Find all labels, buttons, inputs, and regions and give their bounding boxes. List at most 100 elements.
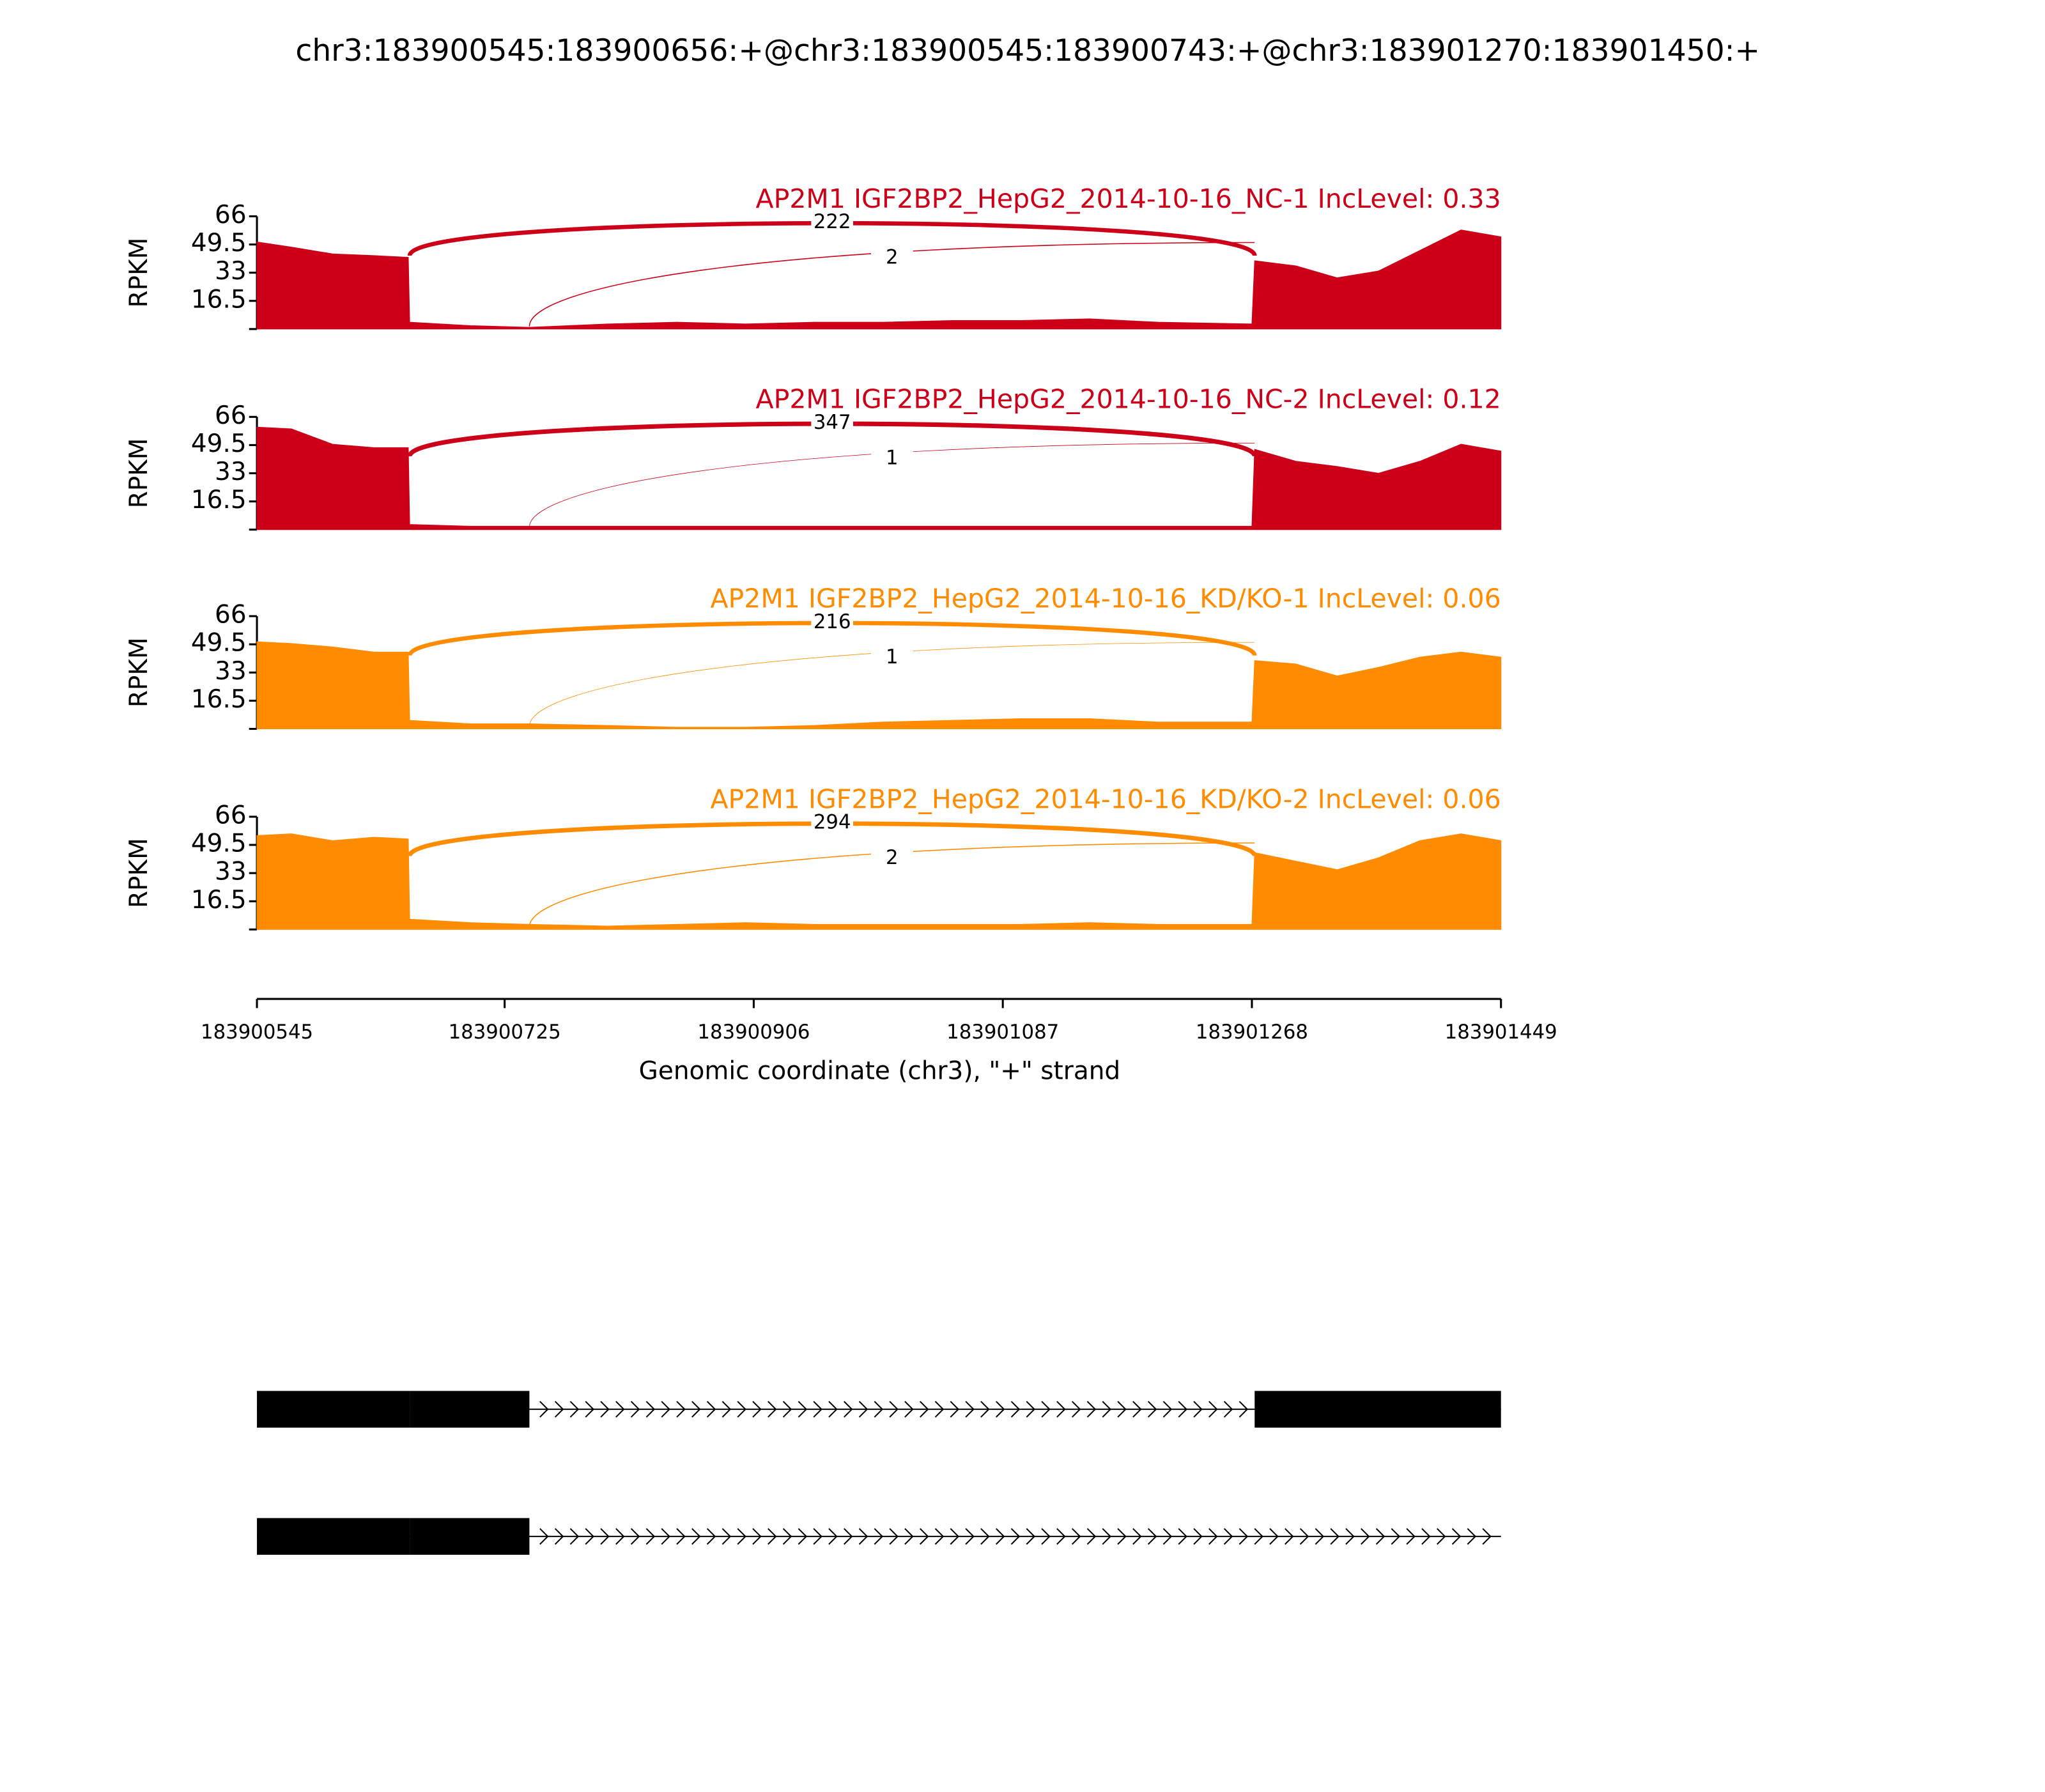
junction-label: 2 — [886, 246, 899, 269]
strand-arrow — [1223, 1528, 1233, 1545]
junction-arc — [529, 842, 1255, 927]
strand-arrow — [874, 1528, 884, 1545]
strand-arrow — [1071, 1401, 1081, 1418]
strand-arrow — [752, 1528, 762, 1545]
strand-arrow — [569, 1528, 580, 1545]
strand-arrow — [919, 1528, 929, 1545]
strand-arrow — [798, 1401, 808, 1418]
x-tick-label: 183901449 — [1445, 1021, 1557, 1044]
coverage-area — [256, 641, 1502, 730]
strand-arrow — [1041, 1401, 1051, 1418]
strand-arrow — [1482, 1528, 1492, 1545]
strand-arrow — [1345, 1528, 1355, 1545]
y-tick-label: 16.5 — [191, 486, 247, 514]
strand-arrow — [828, 1528, 838, 1545]
strand-arrow — [889, 1401, 899, 1418]
y-tick-label: 66 — [215, 601, 247, 630]
y-tick-label: 33 — [215, 858, 247, 886]
panel-title: AP2M1 IGF2BP2_HepG2_2014-10-16_NC-1 IncL… — [756, 183, 1501, 214]
strand-arrow — [737, 1401, 746, 1418]
junction-label: 294 — [814, 811, 851, 834]
x-tick-label: 183900545 — [201, 1021, 313, 1044]
strand-arrow — [1071, 1528, 1081, 1545]
strand-arrow — [1102, 1528, 1112, 1545]
junction-label-bg — [811, 212, 853, 234]
exon — [410, 1391, 530, 1428]
strand-arrow — [1178, 1528, 1187, 1545]
junction-label: 2 — [886, 846, 899, 869]
coverage-area — [256, 426, 1502, 530]
strand-arrow — [1132, 1401, 1142, 1418]
strand-arrow — [995, 1401, 1005, 1418]
strand-arrow — [1208, 1528, 1218, 1545]
strand-arrow — [934, 1528, 945, 1545]
junction-label-bg — [871, 247, 913, 269]
strand-arrow — [995, 1528, 1005, 1545]
coverage-area — [256, 229, 1502, 330]
strand-arrow — [585, 1528, 594, 1545]
y-tick-label: 16.5 — [191, 685, 247, 714]
junction-label-bg — [811, 413, 853, 434]
strand-arrow — [874, 1401, 884, 1418]
panel-title: AP2M1 IGF2BP2_HepG2_2014-10-16_KD/KO-1 I… — [710, 583, 1501, 614]
y-tick-label: 49.5 — [191, 229, 247, 258]
strand-arrow — [1391, 1528, 1401, 1545]
y-tick-label: 33 — [215, 458, 247, 486]
exon — [1254, 1391, 1501, 1428]
y-axis-label: RPKM — [125, 438, 153, 509]
strand-arrow — [554, 1401, 564, 1418]
y-tick-label: 49.5 — [191, 429, 247, 458]
strand-arrow — [1406, 1528, 1416, 1545]
y-tick-label: 66 — [215, 801, 247, 830]
junction-arc — [529, 242, 1255, 327]
chart-title: chr3:183900545:183900656:+@chr3:18390054… — [295, 33, 1760, 68]
strand-arrow — [1375, 1528, 1385, 1545]
strand-arrow — [539, 1528, 549, 1545]
strand-arrow — [768, 1528, 777, 1545]
x-tick-label: 183900725 — [449, 1021, 561, 1044]
strand-arrow — [1208, 1401, 1218, 1418]
strand-arrow — [1162, 1528, 1173, 1545]
junction-label: 347 — [814, 411, 851, 434]
x-tick-label: 183901087 — [946, 1021, 1059, 1044]
strand-arrow — [1223, 1401, 1233, 1418]
x-axis-label: Genomic coordinate (chr3), "+" strand — [639, 1056, 1120, 1085]
strand-arrow — [676, 1401, 686, 1418]
strand-arrow — [722, 1528, 732, 1545]
strand-arrow — [1086, 1401, 1097, 1418]
strand-arrow — [1056, 1528, 1066, 1545]
strand-arrow — [980, 1401, 990, 1418]
strand-arrow — [828, 1401, 838, 1418]
strand-arrow — [1086, 1528, 1097, 1545]
strand-arrow — [965, 1528, 975, 1545]
strand-arrow — [1193, 1528, 1203, 1545]
strand-arrow — [1026, 1528, 1036, 1545]
junction-label-bg — [811, 812, 853, 834]
strand-arrow — [980, 1528, 990, 1545]
strand-arrow — [1041, 1528, 1051, 1545]
strand-arrow — [1010, 1401, 1021, 1418]
junction-label: 222 — [814, 210, 851, 233]
junction-label-bg — [811, 612, 853, 633]
exon — [257, 1518, 410, 1555]
strand-arrow — [844, 1401, 853, 1418]
strand-arrow — [1117, 1401, 1127, 1418]
strand-arrow — [722, 1401, 732, 1418]
junction-label-bg — [871, 848, 913, 869]
strand-arrow — [1147, 1401, 1157, 1418]
strand-arrow — [691, 1528, 701, 1545]
panel-title: AP2M1 IGF2BP2_HepG2_2014-10-16_NC-2 IncL… — [756, 384, 1501, 415]
coverage-area — [256, 833, 1502, 930]
strand-arrow — [600, 1528, 610, 1545]
strand-arrow — [737, 1528, 746, 1545]
strand-arrow — [645, 1401, 656, 1418]
strand-arrow — [813, 1528, 822, 1545]
y-tick-label: 66 — [215, 201, 247, 229]
strand-arrow — [706, 1401, 716, 1418]
y-axis-label: RPKM — [125, 838, 153, 908]
strand-arrow — [844, 1528, 853, 1545]
strand-arrow — [600, 1401, 610, 1418]
panel-title: AP2M1 IGF2BP2_HepG2_2014-10-16_KD/KO-2 I… — [710, 784, 1501, 814]
strand-arrow — [1026, 1401, 1036, 1418]
junction-label: 1 — [886, 446, 899, 469]
